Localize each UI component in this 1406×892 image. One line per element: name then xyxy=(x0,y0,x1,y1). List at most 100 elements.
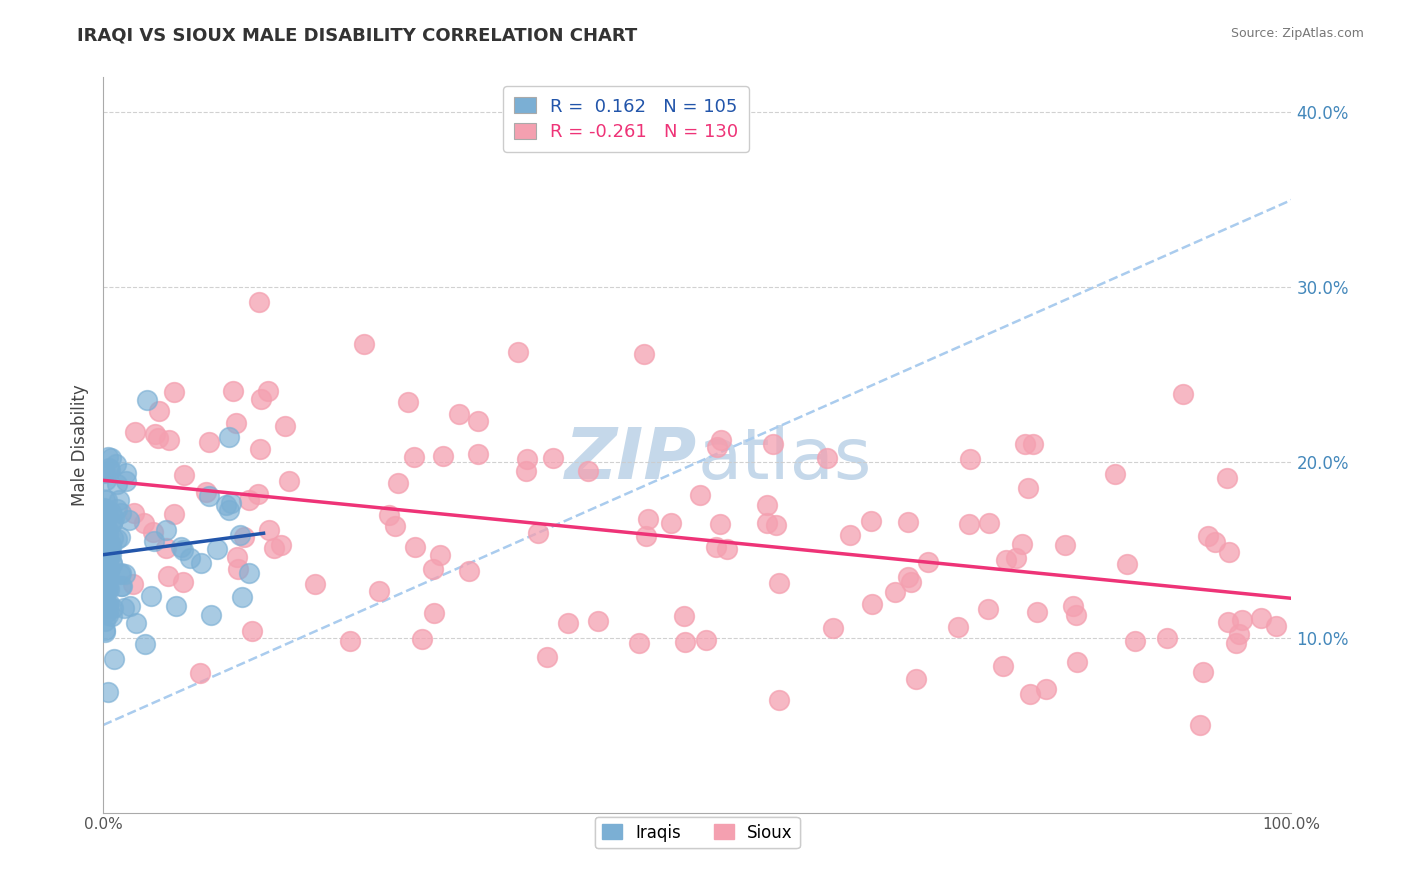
Point xyxy=(659,516,682,531)
Point xyxy=(458,564,481,578)
Legend: Iraqis, Sioux: Iraqis, Sioux xyxy=(595,817,800,848)
Point xyxy=(173,467,195,482)
Point xyxy=(101,557,124,571)
Point xyxy=(1062,599,1084,613)
Point xyxy=(108,566,131,581)
Point xyxy=(110,506,132,520)
Point xyxy=(97,450,120,465)
Point xyxy=(977,601,1000,615)
Point xyxy=(97,460,120,475)
Point xyxy=(94,614,117,628)
Point xyxy=(93,578,115,592)
Point xyxy=(118,513,141,527)
Point xyxy=(1035,681,1057,696)
Point xyxy=(207,542,229,557)
Text: ZIP: ZIP xyxy=(565,425,697,494)
Point xyxy=(124,425,146,440)
Point xyxy=(108,493,131,508)
Point xyxy=(672,608,695,623)
Point xyxy=(1116,557,1139,571)
Point xyxy=(98,560,121,574)
Point xyxy=(231,590,253,604)
Point xyxy=(257,384,280,398)
Point xyxy=(97,685,120,699)
Point xyxy=(627,636,650,650)
Point xyxy=(110,579,132,593)
Point xyxy=(103,651,125,665)
Point xyxy=(633,347,655,361)
Point xyxy=(541,451,564,466)
Point xyxy=(1227,627,1250,641)
Point xyxy=(100,541,122,555)
Point xyxy=(860,597,883,611)
Point xyxy=(93,510,115,524)
Point xyxy=(96,521,118,535)
Point xyxy=(704,541,727,555)
Point xyxy=(1225,636,1247,650)
Point xyxy=(96,567,118,582)
Point xyxy=(838,528,860,542)
Point xyxy=(768,692,790,706)
Point xyxy=(991,659,1014,673)
Point xyxy=(163,507,186,521)
Point xyxy=(634,529,657,543)
Point xyxy=(1025,605,1047,619)
Point xyxy=(96,580,118,594)
Point xyxy=(93,623,115,637)
Point xyxy=(100,548,122,562)
Point xyxy=(198,489,221,503)
Point xyxy=(105,476,128,491)
Point xyxy=(1017,481,1039,495)
Point xyxy=(94,512,117,526)
Point xyxy=(1064,607,1087,622)
Point xyxy=(96,598,118,612)
Point xyxy=(96,605,118,619)
Point xyxy=(578,464,600,478)
Point xyxy=(165,599,187,614)
Point xyxy=(94,524,117,538)
Point xyxy=(188,665,211,680)
Point xyxy=(756,498,779,512)
Point xyxy=(1230,613,1253,627)
Point xyxy=(1204,534,1226,549)
Point xyxy=(96,581,118,595)
Point xyxy=(263,541,285,555)
Point xyxy=(768,576,790,591)
Point xyxy=(637,512,659,526)
Point xyxy=(762,437,785,451)
Point xyxy=(226,562,249,576)
Point xyxy=(917,555,939,569)
Point xyxy=(156,568,179,582)
Text: Source: ZipAtlas.com: Source: ZipAtlas.com xyxy=(1230,27,1364,40)
Point xyxy=(225,416,247,430)
Point xyxy=(1005,551,1028,566)
Point xyxy=(104,457,127,471)
Point xyxy=(1188,718,1211,732)
Point xyxy=(218,430,240,444)
Point xyxy=(98,463,121,477)
Point xyxy=(122,576,145,591)
Point xyxy=(96,574,118,588)
Point xyxy=(96,492,118,507)
Point xyxy=(93,519,115,533)
Point xyxy=(467,414,489,428)
Point xyxy=(422,562,444,576)
Point xyxy=(1264,619,1286,633)
Point xyxy=(946,620,969,634)
Point xyxy=(527,526,550,541)
Point xyxy=(765,517,787,532)
Point xyxy=(94,583,117,598)
Point xyxy=(270,538,292,552)
Point xyxy=(136,392,159,407)
Point xyxy=(125,616,148,631)
Point xyxy=(143,427,166,442)
Point xyxy=(229,528,252,542)
Point xyxy=(94,505,117,519)
Point xyxy=(94,599,117,613)
Point xyxy=(404,540,426,554)
Point xyxy=(249,442,271,456)
Point xyxy=(905,672,928,686)
Point xyxy=(367,584,389,599)
Point xyxy=(218,503,240,517)
Point xyxy=(238,566,260,581)
